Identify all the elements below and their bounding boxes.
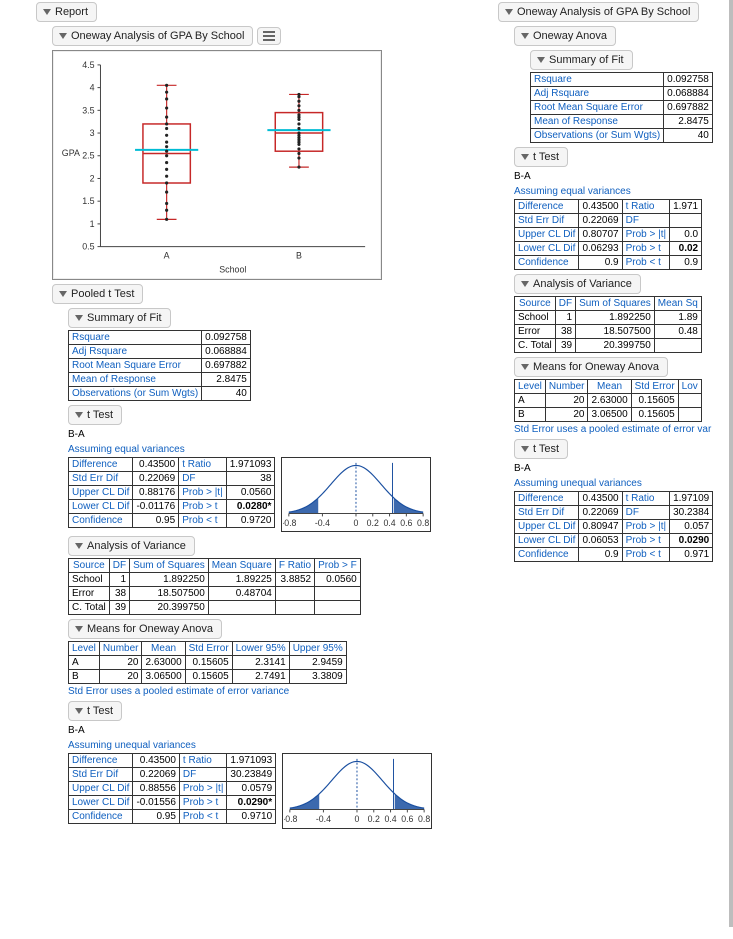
sof-table: Rsquare0.092758 Adj Rsquare0.068884 Root… bbox=[68, 330, 251, 401]
pooled-t-toggle[interactable]: Pooled t Test bbox=[52, 284, 143, 304]
means-table: LevelNumberMeanStd ErrorLower 95%Upper 9… bbox=[68, 641, 347, 684]
svg-text:0: 0 bbox=[355, 815, 360, 824]
oneway-toggle[interactable]: Oneway Analysis of GPA By School bbox=[52, 26, 253, 46]
aov-label: Analysis of Variance bbox=[87, 540, 186, 552]
means-label-r: Means for Oneway Anova bbox=[533, 361, 659, 373]
chevron-down-icon bbox=[75, 412, 83, 418]
svg-text:2: 2 bbox=[90, 173, 95, 183]
ttest1-sub-r: B-A bbox=[514, 171, 727, 182]
ttest1-bell: -0.8 -0.4 0 0.2 0.4 0.6 0.8 bbox=[281, 457, 431, 532]
svg-text:0.6: 0.6 bbox=[401, 518, 413, 527]
svg-text:0.5: 0.5 bbox=[82, 242, 94, 252]
chevron-down-icon bbox=[521, 281, 529, 287]
chevron-down-icon bbox=[43, 9, 51, 15]
svg-text:School: School bbox=[219, 264, 246, 274]
ttest2-toggle-r[interactable]: t Test bbox=[514, 439, 568, 459]
svg-text:0: 0 bbox=[354, 518, 359, 527]
sof-label: Summary of Fit bbox=[87, 312, 162, 324]
boxplot-chart: 0.5 1 1.5 2 2.5 3 3.5 4 4.5 GPA A B School bbox=[52, 50, 382, 280]
ttest1-table: Difference0.43500t Ratio1.971093 Std Err… bbox=[68, 457, 275, 528]
svg-text:-0.8: -0.8 bbox=[283, 518, 297, 527]
chevron-down-icon bbox=[75, 708, 83, 714]
chevron-down-icon bbox=[75, 543, 83, 549]
aov-toggle-r[interactable]: Analysis of Variance bbox=[514, 274, 641, 294]
sof-toggle-r[interactable]: Summary of Fit bbox=[530, 50, 633, 70]
chevron-down-icon bbox=[537, 57, 545, 63]
aov-table-r: SourceDFSum of SquaresMean SqSchool11.89… bbox=[514, 296, 702, 353]
svg-text:B: B bbox=[296, 250, 302, 260]
svg-text:0.4: 0.4 bbox=[384, 518, 396, 527]
oneway-label: Oneway Analysis of GPA By School bbox=[71, 30, 244, 42]
ttest1-assume: Assuming equal variances bbox=[68, 444, 490, 455]
means-toggle[interactable]: Means for Oneway Anova bbox=[68, 619, 222, 639]
ttest1-assume-r: Assuming equal variances bbox=[514, 186, 727, 197]
ttest2-label-r: t Test bbox=[533, 443, 559, 455]
svg-text:0.2: 0.2 bbox=[367, 518, 379, 527]
report-label: Report bbox=[55, 6, 88, 18]
svg-text:1.5: 1.5 bbox=[82, 196, 94, 206]
sof-table-r: Rsquare0.092758 Adj Rsquare0.068884 Root… bbox=[530, 72, 713, 143]
svg-text:A: A bbox=[164, 250, 170, 260]
means-note-r: Std Error uses a pooled estimate of erro… bbox=[514, 424, 727, 435]
chevron-down-icon bbox=[75, 626, 83, 632]
ttest1-label: t Test bbox=[87, 409, 113, 421]
ttest2-assume: Assuming unequal variances bbox=[68, 740, 490, 751]
svg-text:1: 1 bbox=[90, 219, 95, 229]
svg-text:-0.4: -0.4 bbox=[316, 815, 331, 824]
ttest2-assume-r: Assuming unequal variances bbox=[514, 478, 727, 489]
ttest2-table-r: Difference0.43500t Ratio1.97109 Std Err … bbox=[514, 491, 713, 562]
chevron-down-icon bbox=[521, 364, 529, 370]
ttest2-label: t Test bbox=[87, 705, 113, 717]
means-table-r: LevelNumberMeanStd ErrorLovA202.630000.1… bbox=[514, 379, 702, 422]
ttest2-sub: B-A bbox=[68, 725, 490, 736]
oneway-toggle-r[interactable]: Oneway Analysis of GPA By School bbox=[498, 2, 699, 22]
means-label: Means for Oneway Anova bbox=[87, 623, 213, 635]
oneway-anova-toggle[interactable]: Oneway Anova bbox=[514, 26, 616, 46]
sof-toggle[interactable]: Summary of Fit bbox=[68, 308, 171, 328]
svg-text:0.4: 0.4 bbox=[385, 815, 397, 824]
svg-text:-0.4: -0.4 bbox=[315, 518, 330, 527]
chevron-down-icon bbox=[505, 9, 513, 15]
ttest2-bell: -0.8 -0.4 0 0.2 0.4 0.6 0.8 bbox=[282, 753, 432, 828]
chevron-down-icon bbox=[59, 291, 67, 297]
pooled-t-label: Pooled t Test bbox=[71, 288, 134, 300]
chevron-down-icon bbox=[75, 315, 83, 321]
ttest2-toggle[interactable]: t Test bbox=[68, 701, 122, 721]
oneway-label-r: Oneway Analysis of GPA By School bbox=[517, 6, 690, 18]
menu-icon bbox=[263, 31, 275, 41]
ttest2-table: Difference0.43500t Ratio1.971093 Std Err… bbox=[68, 753, 276, 824]
options-menu-button[interactable] bbox=[257, 27, 281, 45]
chevron-down-icon bbox=[521, 446, 529, 452]
svg-text:3.5: 3.5 bbox=[82, 105, 94, 115]
svg-text:4: 4 bbox=[90, 83, 95, 93]
ttest1-sub: B-A bbox=[68, 429, 490, 440]
aov-label-r: Analysis of Variance bbox=[533, 278, 632, 290]
svg-text:2.5: 2.5 bbox=[82, 151, 94, 161]
means-toggle-r[interactable]: Means for Oneway Anova bbox=[514, 357, 668, 377]
svg-text:0.8: 0.8 bbox=[417, 518, 429, 527]
means-note: Std Error uses a pooled estimate of erro… bbox=[68, 686, 490, 697]
ttest1-label-r: t Test bbox=[533, 151, 559, 163]
chevron-down-icon bbox=[521, 154, 529, 160]
ttest1-toggle-r[interactable]: t Test bbox=[514, 147, 568, 167]
aov-table: SourceDFSum of SquaresMean SquareF Ratio… bbox=[68, 558, 361, 615]
svg-text:0.6: 0.6 bbox=[401, 815, 413, 824]
sof-label-r: Summary of Fit bbox=[549, 54, 624, 66]
aov-toggle[interactable]: Analysis of Variance bbox=[68, 536, 195, 556]
svg-text:4.5: 4.5 bbox=[82, 60, 94, 70]
chevron-down-icon bbox=[59, 33, 67, 39]
ttest1-toggle[interactable]: t Test bbox=[68, 405, 122, 425]
report-toggle[interactable]: Report bbox=[36, 2, 97, 22]
oneway-anova-label: Oneway Anova bbox=[533, 30, 607, 42]
svg-text:0.8: 0.8 bbox=[418, 815, 430, 824]
ttest2-sub-r: B-A bbox=[514, 463, 727, 474]
svg-text:-0.8: -0.8 bbox=[284, 815, 298, 824]
svg-text:GPA: GPA bbox=[62, 148, 80, 158]
svg-text:3: 3 bbox=[90, 128, 95, 138]
ttest1-table-r: Difference0.43500t Ratio1.971 Std Err Di… bbox=[514, 199, 702, 270]
chevron-down-icon bbox=[521, 33, 529, 39]
svg-text:0.2: 0.2 bbox=[368, 815, 380, 824]
